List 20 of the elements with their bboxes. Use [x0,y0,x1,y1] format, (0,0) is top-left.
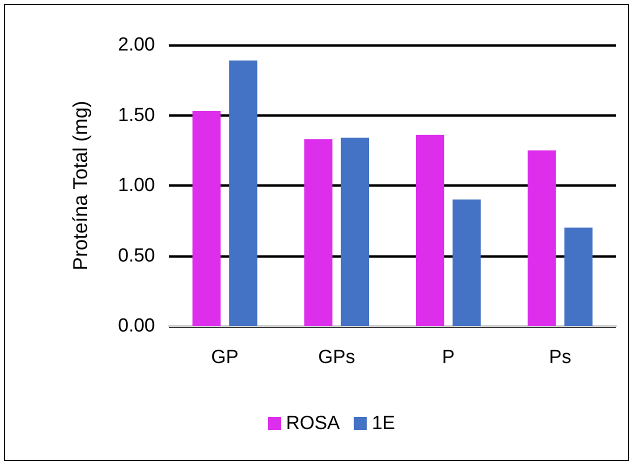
y-axis-title: Proteína Total (mg) [70,100,92,270]
bar [229,60,258,326]
bar [416,134,444,326]
bar [304,139,332,326]
y-tick-label: 0.00 [118,316,155,336]
y-tick-label: 1.50 [118,104,155,126]
x-tick-label: P [442,347,455,368]
bar [192,111,221,326]
x-tick-label: Ps [549,347,572,368]
y-tick-label: 2.00 [118,34,155,56]
bar [340,138,370,326]
legend-label: ROSA [286,413,340,434]
y-tick-label: 0.50 [118,245,155,266]
x-tick-label: GPs [318,347,356,368]
bar [564,228,593,326]
y-tick-label: 1.00 [118,175,155,196]
bar [452,200,481,326]
bar [528,150,556,326]
legend-label: 1E [372,413,396,434]
x-tick-label: GP [211,347,239,368]
